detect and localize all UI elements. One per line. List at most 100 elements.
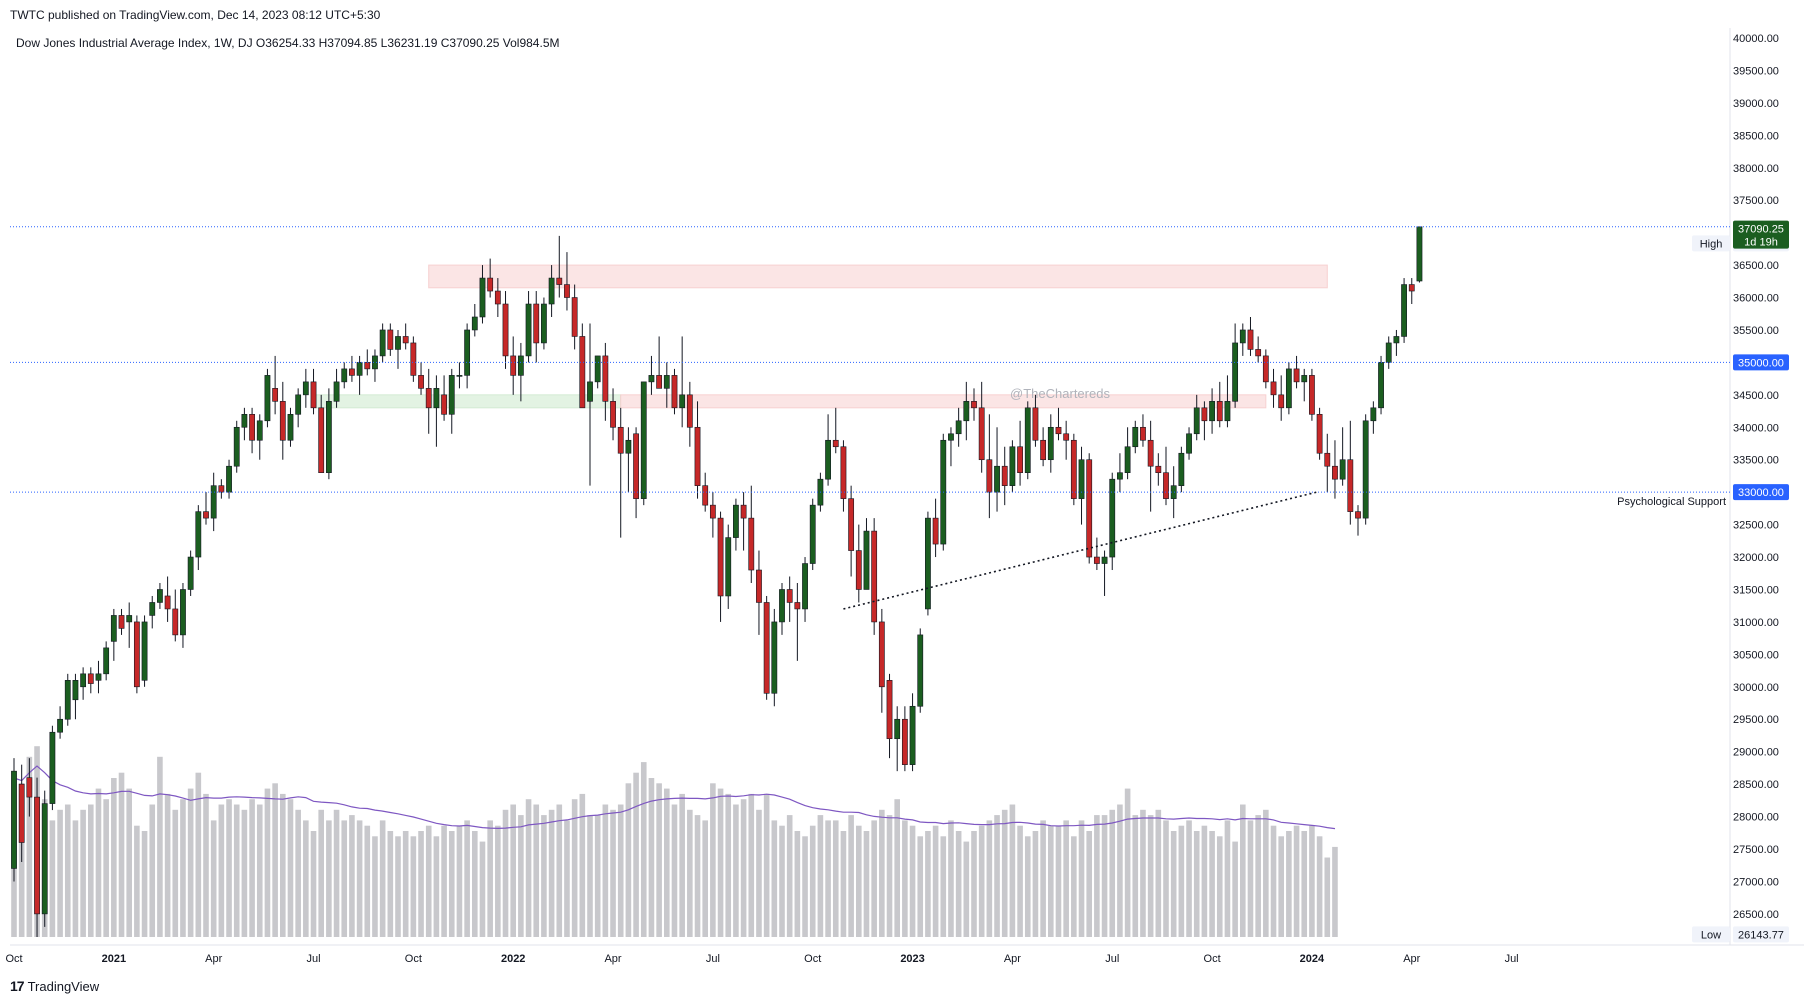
price-tick-label: 31000.00: [1733, 617, 1779, 629]
candle: [932, 498, 939, 558]
price-tick-label: 27500.00: [1733, 844, 1779, 856]
price-tick-label: 30500.00: [1733, 649, 1779, 661]
candle: [1247, 316, 1254, 356]
volume-bar: [1132, 815, 1139, 937]
volume-bar: [1247, 820, 1254, 937]
volume-bar: [456, 825, 463, 937]
candle-body: [1355, 511, 1361, 519]
candle: [925, 511, 931, 616]
volume-bar: [1009, 804, 1016, 937]
volume-bar: [118, 772, 125, 937]
volume-bar: [233, 804, 240, 937]
candle: [1416, 226, 1423, 283]
candle: [702, 472, 709, 512]
candle-body: [640, 381, 647, 499]
volume-bar: [640, 762, 647, 937]
volume-bar: [786, 815, 793, 937]
volume-moving-average: [13, 765, 1336, 830]
candle: [487, 258, 494, 298]
candle: [302, 368, 309, 408]
volume-bar: [1263, 809, 1269, 937]
volume-bar: [1286, 831, 1292, 937]
candle: [1093, 537, 1100, 571]
candle: [671, 368, 678, 415]
candle-body: [779, 589, 785, 623]
candle-body: [1078, 459, 1085, 499]
candle-body: [349, 368, 355, 376]
volume-bar: [1078, 820, 1085, 937]
candle: [517, 342, 524, 402]
candle: [756, 550, 762, 635]
volume-bar: [848, 815, 854, 937]
candle: [164, 576, 171, 622]
candle-body: [771, 621, 778, 694]
candle: [1032, 394, 1039, 447]
candle: [1209, 388, 1215, 434]
volume-bar: [433, 836, 440, 937]
candle-body: [1216, 401, 1223, 422]
volume-bars: [11, 746, 1338, 937]
candle-body: [594, 355, 601, 383]
price-tick-label: 35500.00: [1733, 325, 1779, 337]
volume-bar: [272, 783, 278, 937]
candle-body: [80, 673, 87, 688]
volume-bar: [694, 815, 701, 937]
volume-bar: [594, 815, 601, 937]
volume-bar: [978, 825, 985, 937]
time-tick-label: Oct: [405, 953, 422, 965]
candle: [41, 790, 48, 927]
symbol-legend[interactable]: Dow Jones Industrial Average Index, 1W, …: [16, 36, 560, 50]
candle-body: [1001, 465, 1008, 486]
candle-body: [1093, 556, 1100, 564]
candle: [825, 414, 831, 486]
candle: [579, 323, 586, 409]
candle: [1024, 401, 1031, 480]
candle-body: [333, 381, 340, 402]
volume-bar: [548, 809, 555, 937]
volume-bar: [779, 825, 785, 937]
candle-body: [1285, 368, 1292, 409]
time-tick-label: Apr: [1403, 953, 1420, 965]
candle-body: [157, 589, 163, 603]
volume-bar: [157, 756, 163, 937]
candle-body: [748, 517, 755, 571]
volume-bar: [472, 831, 478, 937]
candle: [11, 758, 17, 882]
candle-body: [1070, 439, 1077, 499]
volume-bar: [1316, 836, 1323, 937]
candle-body: [971, 401, 977, 409]
time-tick-label: Apr: [604, 953, 621, 965]
volume-bar: [733, 804, 739, 937]
candle-body: [1147, 439, 1154, 467]
candle-body: [602, 355, 609, 402]
volume-bar: [940, 836, 947, 937]
candle: [1324, 433, 1331, 493]
candle-body: [686, 394, 693, 428]
time-tick-label: Jul: [706, 953, 720, 965]
candle: [133, 615, 140, 694]
candle-body: [1324, 452, 1331, 467]
volume-bar: [149, 804, 156, 937]
candle: [1285, 362, 1292, 415]
candle-body: [1201, 407, 1208, 422]
tradingview-logo[interactable]: 17 TradingView: [10, 978, 99, 994]
candle-body: [425, 388, 432, 409]
candle-body: [210, 485, 217, 519]
volume-bar: [1124, 788, 1131, 937]
candle-body: [994, 465, 1000, 493]
price-tick-label: 28500.00: [1733, 779, 1779, 791]
candle-body: [1124, 446, 1131, 473]
candle: [441, 375, 447, 421]
candle: [640, 381, 647, 506]
candle-body: [494, 290, 501, 305]
psychological-support-label: Psychological Support: [1617, 496, 1726, 508]
volume-bar: [717, 788, 724, 937]
candle-body: [1255, 349, 1262, 357]
candle: [686, 381, 693, 447]
price-tick-label: 30000.00: [1733, 682, 1779, 694]
candle-body: [848, 498, 855, 551]
candle: [863, 518, 870, 590]
candle: [633, 427, 639, 519]
volume-bar: [164, 793, 171, 937]
